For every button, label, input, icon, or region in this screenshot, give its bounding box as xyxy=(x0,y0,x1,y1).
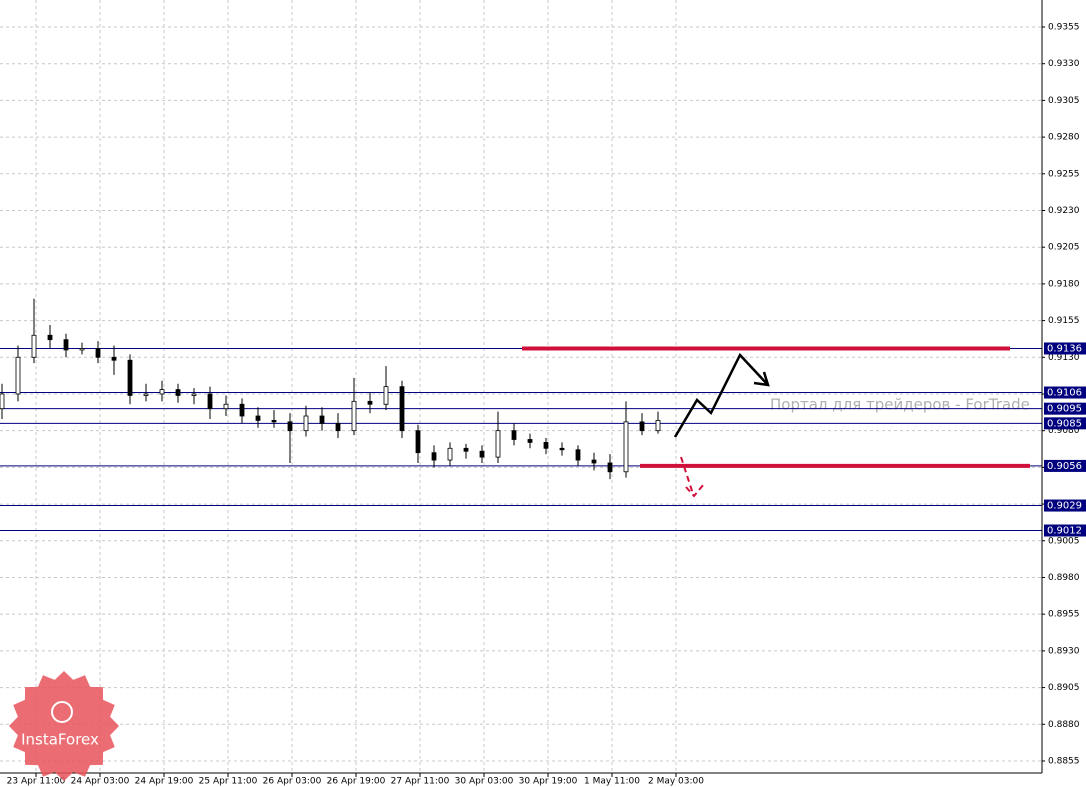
x-tick-label: 26 Apr 19:00 xyxy=(327,777,386,787)
candle-body xyxy=(223,403,229,410)
candle-body xyxy=(511,430,517,440)
level-label-box xyxy=(1044,342,1086,355)
logo-text: InstaForex xyxy=(21,731,99,749)
y-tick-label: 0.9180 xyxy=(1048,279,1080,289)
y-tick-label: 0.9205 xyxy=(1048,243,1080,253)
logo-badge xyxy=(9,671,119,781)
candle-body xyxy=(255,415,261,421)
y-tick-label: 0.9080 xyxy=(1048,426,1080,436)
candle-body xyxy=(47,334,53,341)
y-tick-label: 0.9255 xyxy=(1048,169,1080,179)
y-tick-label: 0.8980 xyxy=(1048,573,1080,583)
candle-body xyxy=(399,386,405,432)
candle-body xyxy=(287,421,293,432)
y-tick-label: 0.8955 xyxy=(1048,610,1080,620)
candle-body xyxy=(239,403,245,417)
candle-body xyxy=(15,356,21,395)
candle-body xyxy=(207,393,213,410)
y-tick-label: 0.9330 xyxy=(1048,59,1080,69)
candle-body xyxy=(383,386,389,405)
candle-body xyxy=(463,447,469,452)
x-tick-label: 23 Apr 11:00 xyxy=(7,777,66,787)
forecast-arrow-up xyxy=(673,352,770,438)
watermark: Портал для трейдеров - ForTrade xyxy=(770,396,1030,414)
level-label: 0.9012 xyxy=(1047,526,1082,537)
candle-body xyxy=(447,447,453,461)
candle-body xyxy=(623,421,629,473)
x-tick-label: 30 Apr 19:00 xyxy=(519,777,578,787)
logo: InstaForex xyxy=(9,671,119,781)
candle-body xyxy=(639,421,645,432)
candle-body xyxy=(31,334,37,358)
level-label: 0.9136 xyxy=(1047,343,1082,354)
candle-body xyxy=(575,449,581,461)
level-label: 0.9029 xyxy=(1047,501,1082,512)
level-label-box xyxy=(1044,386,1086,399)
candle-body xyxy=(431,452,437,461)
y-tick-label: 0.9305 xyxy=(1048,96,1080,106)
level-label-box xyxy=(1044,417,1086,430)
x-tick-label: 24 Apr 19:00 xyxy=(135,777,194,787)
candle-body xyxy=(591,459,597,464)
candle-body xyxy=(367,400,373,405)
y-tick-label: 0.8855 xyxy=(1048,756,1080,766)
candle-body xyxy=(655,420,661,432)
candle-body xyxy=(607,462,613,473)
candle-body xyxy=(479,450,485,458)
candle-body xyxy=(495,430,501,458)
candle-body xyxy=(175,389,181,396)
candle-body xyxy=(127,359,133,396)
candle-body xyxy=(63,339,69,351)
level-label-box xyxy=(1044,402,1086,415)
level-label-box xyxy=(1044,524,1086,537)
candle-body xyxy=(271,420,277,423)
y-tick-label: 0.9230 xyxy=(1048,206,1080,216)
y-tick-label: 0.9155 xyxy=(1048,316,1080,326)
level-label: 0.9056 xyxy=(1047,461,1082,472)
candle-body xyxy=(159,389,165,395)
x-tick-label: 24 Apr 03:00 xyxy=(71,777,130,787)
y-tick-label: 0.8880 xyxy=(1048,720,1080,730)
level-label: 0.9085 xyxy=(1047,418,1082,429)
candle-body xyxy=(335,422,341,432)
candle-body xyxy=(79,348,85,351)
y-tick-label: 0.8930 xyxy=(1048,646,1080,656)
level-label: 0.9095 xyxy=(1047,404,1082,415)
candle-body xyxy=(543,442,549,449)
y-tick-label: 0.9355 xyxy=(1048,23,1080,33)
candle-body xyxy=(559,447,565,451)
candle-body xyxy=(415,430,421,454)
level-label-box xyxy=(1044,499,1086,512)
grid xyxy=(0,0,1042,773)
candle-body xyxy=(143,393,149,396)
candle-body xyxy=(303,415,309,432)
candles xyxy=(0,298,661,480)
axis-labels: 0.9355 0.9330 0.9305 0.9280 0.9255 0.9230 0.92… xyxy=(7,23,1086,787)
level-label-box xyxy=(1044,459,1086,472)
y-tick-label: 0.9005 xyxy=(1048,536,1080,546)
level-label: 0.9106 xyxy=(1047,388,1082,399)
y-tick-label: 0.9130 xyxy=(1048,353,1080,363)
x-tick-label: 25 Apr 11:00 xyxy=(199,777,258,787)
x-tick-label: 2 May 03:00 xyxy=(648,777,704,787)
y-tick-label: 0.8905 xyxy=(1048,683,1080,693)
x-tick-label: 30 Apr 03:00 xyxy=(455,777,514,787)
candle-body xyxy=(319,415,325,424)
y-tick-label: 0.9280 xyxy=(1048,133,1080,143)
candle-body xyxy=(351,400,357,432)
forecast-arrow-down xyxy=(680,456,705,498)
candle-body xyxy=(527,439,533,443)
x-tick-label: 26 Apr 03:00 xyxy=(263,777,322,787)
logo-icon xyxy=(51,701,73,723)
candle-body xyxy=(111,356,117,361)
levels xyxy=(0,346,1042,532)
candle-body xyxy=(0,393,5,410)
candle-body xyxy=(191,393,197,396)
candle-body xyxy=(95,348,101,358)
x-tick-label: 27 Apr 11:00 xyxy=(391,777,450,787)
x-tick-label: 1 May 11:00 xyxy=(584,777,640,787)
